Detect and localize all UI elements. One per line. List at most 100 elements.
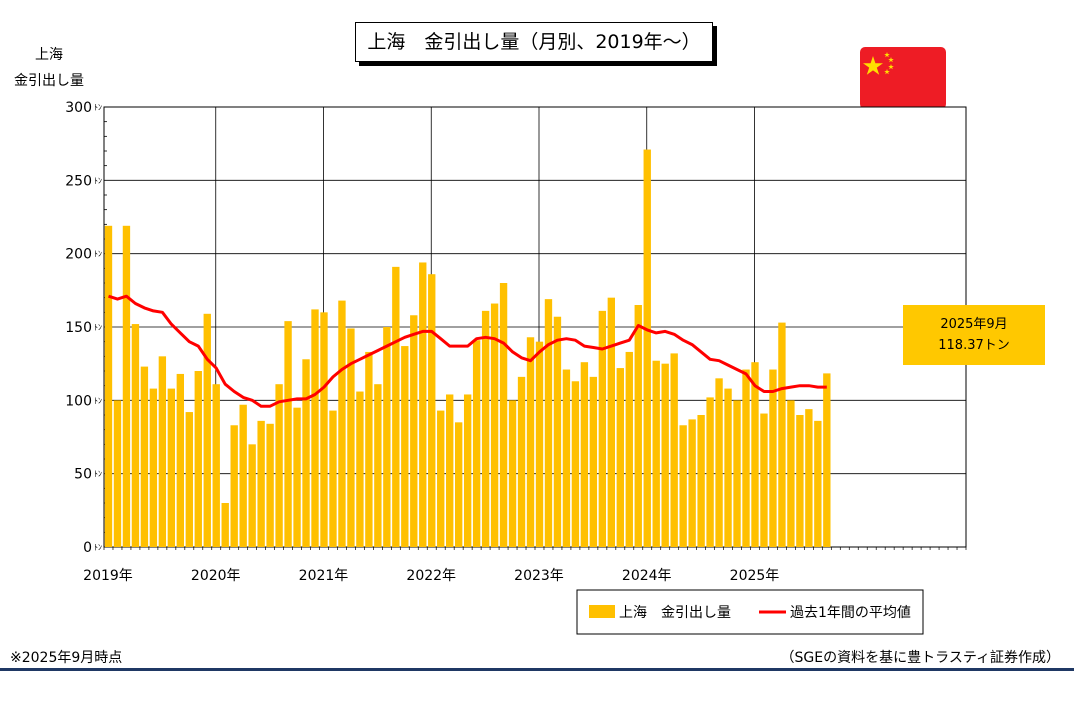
bar <box>472 340 481 547</box>
y-tick-label: 150 <box>65 320 92 336</box>
y-tick-unit: ﾄﾝ <box>94 323 102 332</box>
y-tick-unit: ﾄﾝ <box>94 103 102 112</box>
y-tick-unit: ﾄﾝ <box>94 250 102 259</box>
bar <box>787 400 795 547</box>
bar <box>706 397 714 547</box>
bar <box>338 300 346 547</box>
y-tick-label: 250 <box>65 173 92 189</box>
bar <box>544 299 553 547</box>
bar <box>724 388 732 547</box>
bar <box>778 322 786 547</box>
bar <box>239 404 247 547</box>
bar <box>598 310 607 547</box>
latest-value-callout: 2025年9月 118.37トン <box>903 305 1045 365</box>
bar <box>248 444 256 547</box>
bar <box>751 362 759 547</box>
bar <box>104 225 113 548</box>
bar <box>652 360 660 547</box>
bar <box>643 149 651 548</box>
bar <box>329 410 337 547</box>
bar <box>275 384 283 547</box>
source-note: （SGEの資料を基に豊トラスティ証券作成） <box>780 650 1060 666</box>
footer-rule <box>0 668 1074 671</box>
bar <box>580 362 589 547</box>
bar <box>715 378 723 547</box>
bar <box>203 313 211 547</box>
bar <box>401 346 409 547</box>
bar <box>230 425 238 547</box>
bar <box>302 359 310 547</box>
bar <box>796 415 804 547</box>
bar <box>823 373 831 547</box>
chart-title: 上海 金引出し量（月別、2019年〜） <box>355 22 713 62</box>
bar <box>221 503 229 547</box>
callout-date: 2025年9月 <box>940 317 1008 332</box>
bar <box>419 262 427 547</box>
bar <box>481 310 490 547</box>
x-tick-label: 2020年 <box>191 568 241 584</box>
bar <box>167 388 176 547</box>
bar <box>616 368 624 547</box>
bar <box>311 309 319 547</box>
bar <box>194 371 202 547</box>
bar <box>374 384 382 547</box>
y-tick-unit: ﾄﾝ <box>94 470 102 479</box>
x-tick-label: 2024年 <box>622 568 672 584</box>
y-tick-label: 200 <box>65 247 92 263</box>
bar <box>625 351 633 547</box>
bar <box>499 283 508 547</box>
y-tick-label: 50 <box>74 467 92 483</box>
bar <box>140 366 149 547</box>
callout-value: 118.37トン <box>938 338 1010 353</box>
y-tick-label: 100 <box>65 393 92 409</box>
bar <box>562 369 571 547</box>
legend-bar-swatch <box>589 605 615 618</box>
bar <box>679 425 687 547</box>
bar <box>257 420 265 547</box>
bar <box>733 400 741 547</box>
bar <box>383 327 391 547</box>
footnote: ※2025年9月時点 <box>10 650 123 666</box>
x-tick-label: 2023年 <box>514 568 564 584</box>
bar <box>410 315 418 547</box>
bar <box>293 407 301 547</box>
bar <box>661 363 669 547</box>
bar <box>634 305 642 547</box>
bar <box>284 321 292 547</box>
bar <box>742 369 750 547</box>
bar <box>526 337 535 547</box>
bar <box>805 409 813 547</box>
bar <box>113 400 122 547</box>
bar <box>347 328 355 547</box>
x-tick-label: 2019年 <box>83 568 133 584</box>
legend-bar-label: 上海 金引出し量 <box>619 605 731 621</box>
y-axis-title-line2: 金引出し量 <box>14 73 84 89</box>
x-tick-label: 2022年 <box>406 568 456 584</box>
bar <box>697 415 705 547</box>
y-tick-label: 0 <box>83 540 92 556</box>
bar <box>428 274 436 547</box>
bar <box>769 369 777 547</box>
bar <box>463 394 472 547</box>
bar <box>185 412 193 547</box>
x-tick-label: 2021年 <box>299 568 349 584</box>
y-tick-unit: ﾄﾝ <box>94 543 102 552</box>
bar <box>446 394 454 547</box>
bar <box>320 312 328 547</box>
bar <box>149 388 158 547</box>
bar <box>122 225 131 548</box>
legend-line-label: 過去1年間の平均値 <box>790 605 911 621</box>
bar <box>212 384 220 547</box>
bar <box>571 381 580 547</box>
bar <box>508 400 517 547</box>
bar <box>131 324 140 547</box>
bar <box>760 413 768 547</box>
bar <box>365 351 373 547</box>
y-axis-title: 上海 金引出し量 <box>14 42 84 94</box>
bar <box>607 297 616 547</box>
x-tick-label: 2025年 <box>730 568 780 584</box>
bar <box>688 419 696 547</box>
bar <box>392 266 400 547</box>
bar <box>589 376 598 547</box>
